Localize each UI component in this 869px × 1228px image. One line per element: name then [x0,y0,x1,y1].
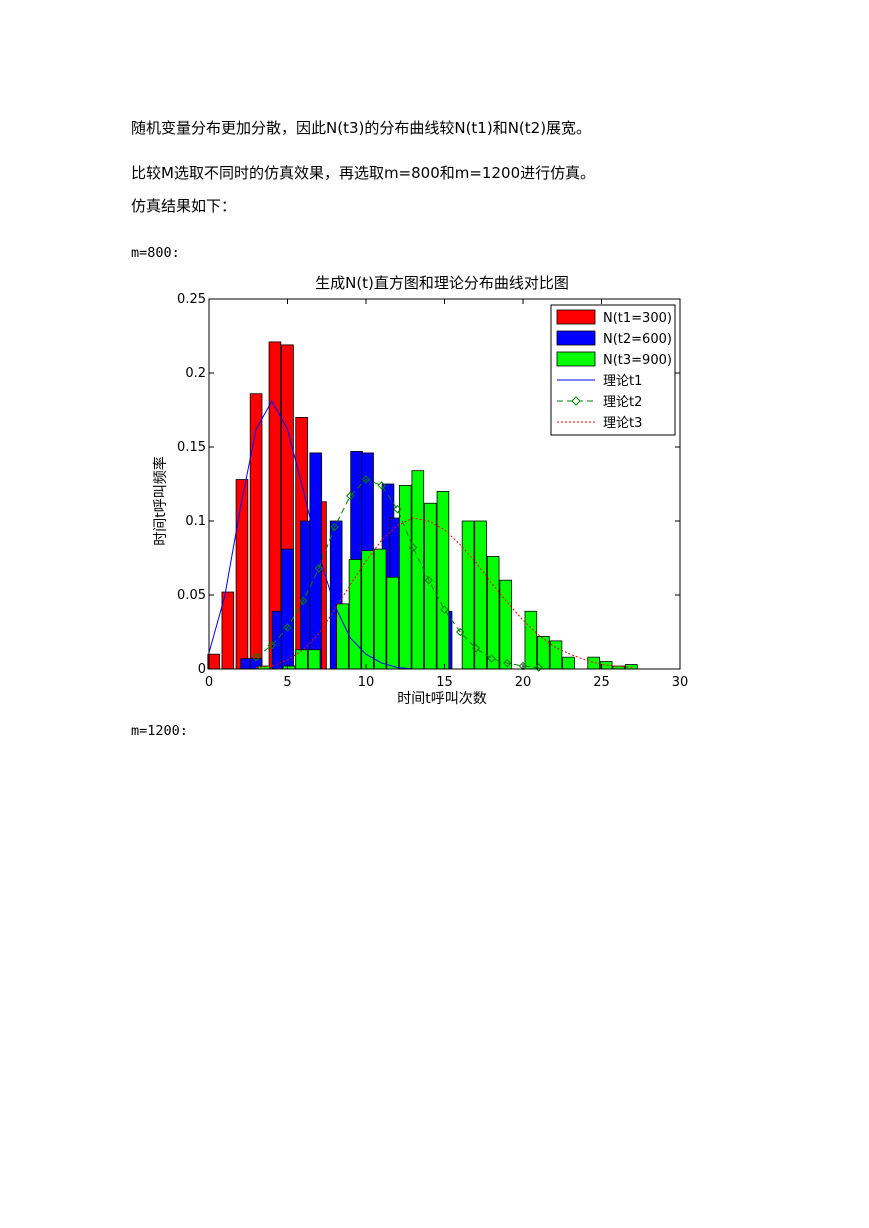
histogram-bar-3-12 [424,502,437,670]
histogram-bar-3-8 [373,548,387,670]
theory-curve-1 [208,400,445,670]
histogram-bar-2-4 [281,548,294,670]
theory-curve-2 [255,478,539,669]
theory-t2-marker-9 [377,481,386,490]
y-tick-label-1: 0 [198,662,206,677]
x-tick-label-4: 15 [436,675,453,690]
histogram-bar-3-18 [524,610,538,670]
axes: 0 5 10 15 20 25 30 0 0.05 0.1 0.15 0.2 0.25 [177,292,688,690]
theory-t2-marker-6 [330,522,339,532]
theory-t2-marker-18 [518,661,528,671]
legend: N(t1=300) N(t2=600) N(t3=900) 理论t1 理论t2 理论t3 [550,304,676,436]
histogram-bar-1-1 [207,653,220,670]
x-tick-label-2: 5 [283,675,291,690]
legend-marker-5 [571,396,581,406]
histogram-bar-3-14 [461,520,475,670]
histogram-bar-3-13 [436,490,450,670]
y-tick-label-3: 0.1 [185,514,206,529]
theory-curves [208,400,633,672]
y-tick-label-4: 0.15 [177,440,206,455]
legend-label-1: N(t1=300) [603,311,672,326]
theory-t2-marker-19 [534,663,543,672]
histogram-chart-svg: 生成N(t)直方图和理论分布曲线对比图 时间t呼叫次数 时间t呼叫频率 0 5 10… [152,274,688,707]
paragraph-m-selection: 比较M选取不同时的仿真效果，再选取m=800和m=1200进行仿真。 [131,163,595,183]
histogram-bar-3-10 [398,485,412,670]
histogram-chart: 生成N(t)直方图和理论分布曲线对比图 时间t呼叫次数 时间t呼叫频率 0 5 10… [148,262,708,716]
histogram-bar-1-4 [249,393,263,670]
histogram-bar-3-21 [562,656,575,670]
chart-title: 生成N(t)直方图和理论分布曲线对比图 [315,274,569,292]
x-tick-label-5: 20 [515,675,532,690]
theory-t2-marker-5 [314,564,324,573]
legend-swatch-1 [556,309,596,325]
theory-t2-marker-11 [408,543,418,552]
x-tick-label-1: 0 [205,675,213,690]
histogram-bar-3-23 [599,661,613,670]
theory-t2-marker-12 [424,575,434,585]
theory-t2-marker-7 [346,491,355,501]
label-m800: m=800: [131,245,180,261]
legend-label-3: N(t3=900) [603,353,672,368]
paragraph-results-intro-text: 仿真结果如下： [131,197,237,215]
paragraph-conclusion: 随机变量分布更加分散，因此N(t3)的分布曲线较N(t1)和N(t2)展宽。 [131,118,591,138]
theory-t2-marker-10 [393,504,402,514]
theory-t2-marker-13 [440,605,449,615]
x-tick-label-3: 10 [358,675,375,690]
histogram-bar-3-15 [474,520,487,670]
legend-swatch-3 [556,351,596,367]
x-tick-label-6: 25 [593,675,610,690]
legend-label-2: N(t2=600) [603,332,672,347]
histogram-bar-1-3 [235,479,249,670]
theory-t2-marker-4 [298,596,308,606]
theory-t2-marker-3 [283,623,292,632]
x-tick-label-7: 30 [672,675,689,690]
paragraph-conclusion-text: 随机变量分布更加分散，因此N(t3)的分布曲线较N(t1)和N(t2)展宽。 [131,119,592,137]
theory-t2-marker-8 [361,475,371,484]
paragraph-results-intro: 仿真结果如下： [131,196,236,216]
histogram-bar-3-4 [307,649,321,670]
histogram-bar-3-22 [587,656,600,670]
x-axis-label: 时间t呼叫次数 [397,691,487,707]
theory-curve-3 [256,517,633,669]
theory-t2-marker-16 [487,654,496,663]
legend-label-5: 理论t2 [603,395,642,410]
theory-t2-marker-2 [267,641,277,650]
theory-t2-marker-17 [503,658,512,668]
histogram-bar-3-11 [411,470,425,670]
legend-label-6: 理论t3 [603,416,642,431]
y-axis-label: 时间t呼叫频率 [152,456,169,546]
histogram-bar-3-16 [486,556,500,670]
label-m1200: m=1200: [131,723,188,739]
histogram-bar-3-9 [386,576,399,670]
theory-t2-marker-15 [471,644,481,653]
legend-swatch-2 [556,330,596,346]
histogram-bar-1-2 [221,591,235,670]
legend-label-4: 理论t1 [603,374,642,389]
y-tick-label-6: 0.25 [177,292,206,307]
histogram-bar-3-17 [499,579,513,670]
theory-t2-marker-1 [251,652,261,662]
y-tick-label-2: 0.05 [177,588,206,603]
histogram-bar-3-6 [348,559,362,670]
y-tick-label-5: 0.2 [185,366,206,381]
paragraph-m-selection-text: 比较M选取不同时的仿真效果，再选取m=800和m=1200进行仿真。 [131,164,596,182]
theory-t2-marker-14 [455,627,465,637]
histogram-bar-3-3 [295,649,308,670]
legend-box [550,304,676,436]
